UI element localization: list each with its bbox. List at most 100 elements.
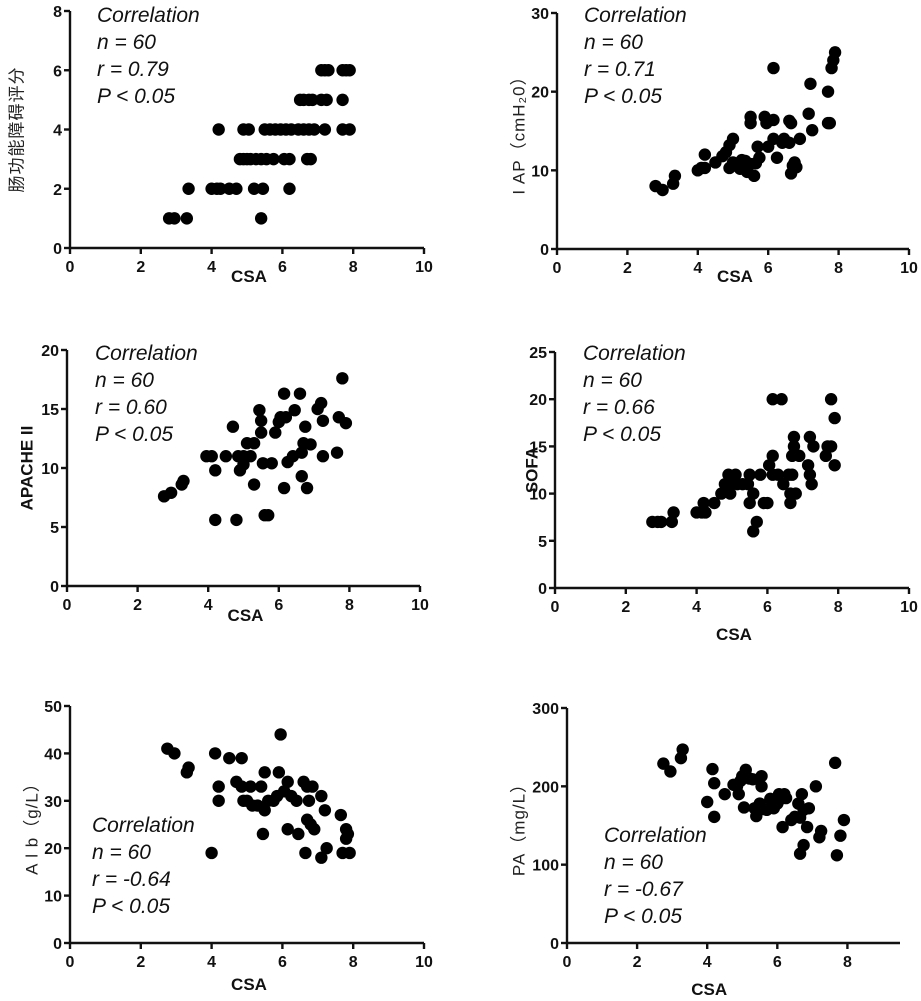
data-point [254, 212, 268, 225]
data-point [272, 766, 286, 779]
data-point [779, 791, 793, 805]
data-point [819, 449, 833, 463]
y-ticks: 0 100 200 300 [532, 701, 567, 953]
data-point [789, 487, 802, 500]
data-point [755, 769, 768, 783]
data-point [168, 212, 181, 225]
data-point [244, 450, 257, 463]
data-point [767, 113, 780, 127]
y-ticks: 0 10 20 30 [531, 6, 557, 259]
data-point [795, 787, 809, 801]
correlation-annotation: Correlation n = 60 r = 0.71 P < 0.05 [584, 4, 687, 108]
data-point [793, 449, 806, 463]
data-point [802, 107, 815, 120]
data-point [288, 403, 301, 417]
data-point [262, 509, 275, 522]
x-tick-label: 8 [834, 599, 843, 616]
y-tick-label: 20 [41, 343, 59, 360]
x-tick-label: 10 [415, 954, 433, 971]
correlation-annotation: Correlation n = 60 r = -0.67 P < 0.05 [604, 824, 707, 928]
y-tick-label: 4 [53, 123, 62, 140]
x-ticks: 0 2 4 6 8 10 [551, 588, 918, 616]
y-axis-title: 肠功能障碍评分 [7, 67, 26, 193]
x-tick-label: 10 [900, 599, 918, 616]
data-point [770, 151, 784, 164]
data-point [747, 487, 760, 500]
data-point [828, 46, 842, 59]
data-point [668, 169, 682, 183]
data-point [302, 794, 316, 807]
data-point [306, 93, 319, 107]
data-point [180, 212, 194, 225]
data-point [315, 851, 328, 864]
data-point [320, 93, 333, 107]
annotation-p: P < 0.05 [584, 85, 662, 108]
x-tick-label: 2 [621, 599, 630, 616]
annotation-n: n = 60 [584, 31, 643, 54]
data-point [318, 804, 332, 817]
x-tick-label: 2 [136, 259, 145, 276]
x-tick-label: 8 [349, 259, 358, 276]
data-point [823, 116, 836, 130]
data-point [676, 743, 689, 756]
y-tick-label: 0 [540, 242, 549, 259]
data-point [701, 795, 714, 809]
data-point [761, 496, 774, 510]
annotation-title: Correlation [92, 814, 195, 837]
data-point [751, 140, 764, 153]
x-tick-label: 4 [207, 259, 216, 276]
data-point [698, 148, 712, 161]
data-point [247, 478, 261, 491]
data-point [665, 515, 679, 529]
x-axis-title: CSA [231, 267, 267, 286]
y-tick-label: 50 [44, 699, 62, 716]
data-point [828, 459, 841, 472]
x-tick-label: 4 [703, 954, 712, 971]
correlation-annotation: Correlation n = 60 r = -0.64 P < 0.05 [92, 814, 195, 918]
data-point [708, 777, 721, 790]
data-point [277, 387, 291, 400]
panel-bowel-dysfunction-score: 0 2 4 6 8 10 0 2 4 6 8 CSA 肠功能障碍评分 Correlation n … [7, 4, 433, 286]
data-point [706, 762, 719, 776]
data-point [182, 761, 195, 774]
annotation-r: r = -0.64 [92, 868, 171, 891]
data-point [277, 481, 291, 495]
panel-albumin: 0 2 4 6 8 10 0 10 20 30 40 50 CSA A l b（g/L） Corre… [22, 699, 433, 994]
data-point [766, 393, 779, 406]
data-point [281, 775, 294, 789]
annotation-title: Correlation [584, 4, 687, 27]
x-tick-label: 0 [66, 259, 75, 276]
data-point [336, 93, 349, 107]
data-point [806, 124, 819, 137]
annotation-title: Correlation [583, 342, 686, 365]
annotation-r: r = 0.79 [97, 58, 169, 81]
data-point [164, 486, 178, 499]
data-point [664, 765, 677, 778]
y-tick-label: 25 [529, 345, 547, 362]
y-ticks: 0 2 4 6 8 [53, 4, 70, 258]
data-point [655, 515, 668, 529]
y-tick-label: 10 [41, 461, 59, 478]
data-point [783, 136, 796, 149]
data-point [205, 450, 218, 463]
data-point [320, 842, 333, 855]
data-point [336, 372, 349, 385]
points-layer [162, 64, 356, 225]
x-tick-label: 0 [553, 260, 562, 277]
annotation-n: n = 60 [583, 369, 642, 392]
data-point [283, 152, 296, 166]
x-tick-label: 4 [207, 954, 216, 971]
data-point [316, 450, 330, 463]
y-tick-label: 300 [532, 701, 559, 718]
y-tick-label: 6 [53, 63, 62, 80]
data-point [304, 438, 317, 451]
data-point [715, 487, 728, 500]
data-point [209, 513, 222, 527]
correlation-annotation: Correlation n = 60 r = 0.66 P < 0.05 [583, 342, 686, 446]
y-tick-label: 2 [53, 182, 62, 199]
x-ticks: 0 2 4 6 8 10 [66, 248, 433, 276]
points-layer [649, 46, 842, 197]
annotation-r: r = 0.60 [95, 396, 167, 419]
data-point [724, 487, 737, 500]
y-tick-label: 20 [44, 841, 62, 858]
